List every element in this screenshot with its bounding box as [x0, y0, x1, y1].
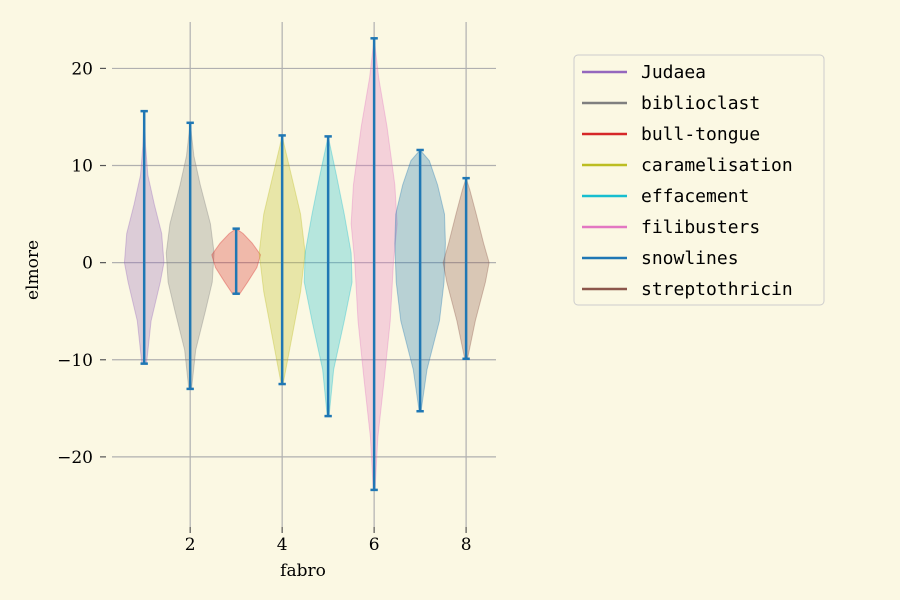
- x-axis-label: fabro: [280, 561, 326, 581]
- legend-label: biblioclast: [641, 93, 760, 114]
- range-bars: [140, 37, 470, 492]
- x-tick-label: 6: [369, 535, 380, 555]
- violin-bodies: [123, 38, 490, 491]
- y-tick-label: 10: [71, 157, 93, 177]
- legend-box: [573, 54, 825, 306]
- legend-label: effacement: [641, 186, 749, 207]
- y-axis-label: elmore: [23, 240, 43, 300]
- legend-label: Judaea: [641, 62, 706, 83]
- x-tick-label: 2: [185, 535, 196, 555]
- x-tick-label: 8: [461, 535, 472, 555]
- legend-label: bull-tongue: [641, 124, 760, 145]
- y-axis-ticks: −20 −10 0 10 20: [57, 59, 106, 468]
- legend-label: snowlines: [641, 248, 739, 269]
- y-tick-label: 0: [82, 254, 93, 274]
- y-tick-label: 20: [71, 59, 93, 79]
- legend-label: caramelisation: [641, 155, 793, 176]
- x-axis-ticks: 2 4 6 8: [185, 527, 472, 555]
- y-tick-label: −10: [57, 351, 93, 371]
- legend: Judaea biblioclast bull-tongue caramelisati…: [573, 54, 825, 306]
- y-tick-label: −20: [57, 448, 93, 468]
- legend-label: streptothricin: [641, 279, 793, 300]
- x-tick-label: 4: [277, 535, 288, 555]
- legend-label: filibusters: [641, 217, 760, 238]
